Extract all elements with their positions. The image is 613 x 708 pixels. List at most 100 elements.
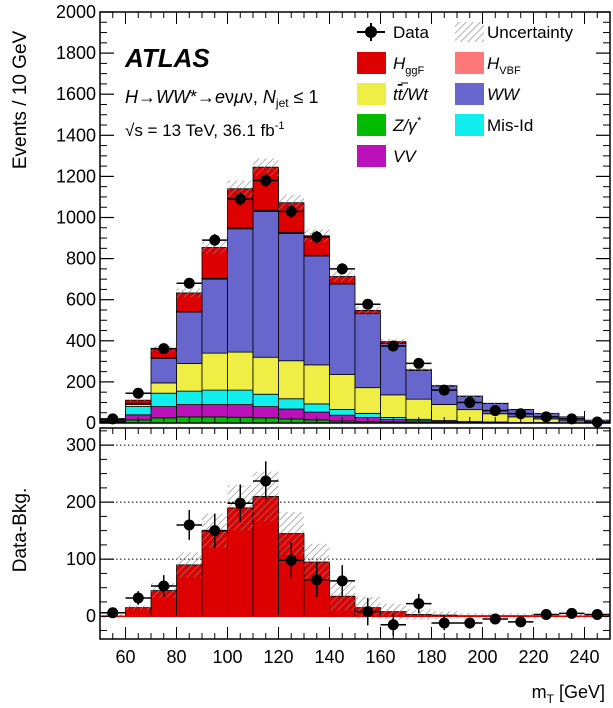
ratio-marker xyxy=(413,598,425,610)
x-tick-label: 180 xyxy=(416,647,446,667)
stack-bar xyxy=(227,228,254,353)
legend-item-zgamma: Z/γ* xyxy=(357,114,422,136)
ratio-data-point xyxy=(457,617,483,629)
legend-item-ttbar: tt/Wt xyxy=(357,82,429,105)
data-marker xyxy=(515,408,527,420)
data-point xyxy=(482,405,508,417)
stack-bar xyxy=(201,404,228,418)
uncertainty-hatch xyxy=(278,194,304,211)
y-tick-label: 200 xyxy=(66,372,96,392)
legend-label-hvbf: HVBF xyxy=(487,54,521,77)
main-y-axis: 0 200 400 600 800 1000 1200 1400 1600 1800 2000 xyxy=(56,2,610,433)
legend-item-misid: Mis-Id xyxy=(455,114,533,136)
uncertainty-hatch xyxy=(227,180,253,197)
ratio-marker xyxy=(336,575,348,587)
data-point xyxy=(380,340,406,352)
uncertainty-hatch xyxy=(253,158,279,177)
legend-label-hggf: HggF xyxy=(393,54,425,77)
stack-bar xyxy=(329,374,356,410)
data-marker xyxy=(311,231,323,243)
data-point xyxy=(508,408,534,420)
stack-bar xyxy=(252,210,279,358)
uncertainty-hatch xyxy=(125,399,151,402)
x-tick-label: 60 xyxy=(115,647,135,667)
main-stack-bars xyxy=(99,166,611,424)
ratio-marker xyxy=(387,619,399,631)
data-marker xyxy=(336,263,348,275)
ratio-marker xyxy=(362,606,374,618)
ratio-marker xyxy=(540,608,552,620)
uncertainty-hatch xyxy=(355,306,381,315)
legend-item-uncertainty: Uncertainty xyxy=(455,22,573,42)
stack-bar xyxy=(329,283,356,375)
data-point xyxy=(227,192,253,206)
data-marker xyxy=(183,277,195,289)
stack-bar xyxy=(227,404,254,418)
main-y-axis-label: Events / 10 GeV xyxy=(10,30,31,169)
stack-bar xyxy=(150,357,177,384)
legend-item-hvbf: HVBF xyxy=(455,52,521,77)
ratio-data-point xyxy=(533,608,559,620)
legend-item-vv: VV xyxy=(357,145,417,167)
uncertainty-hatch xyxy=(202,241,228,254)
stack-bar xyxy=(252,393,279,407)
stack-bar xyxy=(303,364,330,405)
stack-bar xyxy=(150,382,177,394)
ratio-data-point xyxy=(482,613,508,625)
y-tick-label: 1000 xyxy=(56,208,96,228)
legend-item-ww: WW xyxy=(455,83,521,105)
data-marker xyxy=(362,298,374,310)
data-point xyxy=(533,411,559,423)
ratio-data-point xyxy=(380,613,406,636)
stack-bar xyxy=(176,311,203,364)
data-point xyxy=(457,396,483,408)
ratio-data-point xyxy=(431,615,457,631)
energy-label: √s = 13 TeV, 36.1 fb-1 xyxy=(125,120,284,140)
main-x-ticks xyxy=(99,12,611,423)
stack-bar xyxy=(150,406,177,419)
stack-bar xyxy=(354,412,381,418)
ratio-data-point xyxy=(176,510,202,540)
stack-bar xyxy=(227,351,254,391)
stack-bar xyxy=(405,369,432,400)
data-point xyxy=(329,263,355,275)
legend: Data Uncertainty HggF HVBF tt/Wt WW xyxy=(357,22,573,167)
ratio-y-tick-label: 200 xyxy=(66,492,96,512)
ratio-data-point xyxy=(227,484,253,523)
y-tick-label: 1200 xyxy=(56,166,96,186)
ratio-uncertainty-band xyxy=(100,471,610,620)
y-tick-label: 800 xyxy=(66,249,96,269)
ratio-data-point xyxy=(355,597,381,626)
data-marker xyxy=(464,396,476,408)
experiment-label: ATLAS xyxy=(124,43,210,73)
ratio-data-point xyxy=(202,513,228,548)
ratio-marker xyxy=(158,580,170,592)
legend-item-data: Data xyxy=(357,23,429,42)
ratio-gridlines xyxy=(100,444,610,560)
stack-bar xyxy=(329,409,356,416)
data-point xyxy=(304,230,330,244)
stack-bar xyxy=(303,403,330,413)
ratio-data-point xyxy=(584,608,610,620)
y-tick-label: 2000 xyxy=(56,2,96,22)
stack-bar xyxy=(278,398,305,410)
legend-label-zgamma: Z/γ* xyxy=(392,115,422,135)
y-tick-label: 1600 xyxy=(56,84,96,104)
ratio-data-point xyxy=(508,616,534,628)
ratio-marker xyxy=(260,475,272,487)
data-marker xyxy=(489,405,501,417)
stack-bar xyxy=(354,313,381,389)
atlas-annotations: ATLAS H→WW*→eνμν, Njet ≤ 1 √s = 13 TeV, … xyxy=(124,43,319,140)
x-tick-label: 120 xyxy=(263,647,293,667)
stack-bar xyxy=(405,398,432,420)
ratio-marker xyxy=(566,607,578,619)
stack-bar xyxy=(227,389,254,405)
stack-bar xyxy=(201,278,228,354)
uncertainty-hatch xyxy=(329,271,355,282)
stack-bar xyxy=(380,394,407,418)
data-point xyxy=(278,204,304,218)
data-point xyxy=(355,298,381,310)
uncertainty-hatch xyxy=(482,402,508,405)
x-tick-label: 100 xyxy=(212,647,242,667)
